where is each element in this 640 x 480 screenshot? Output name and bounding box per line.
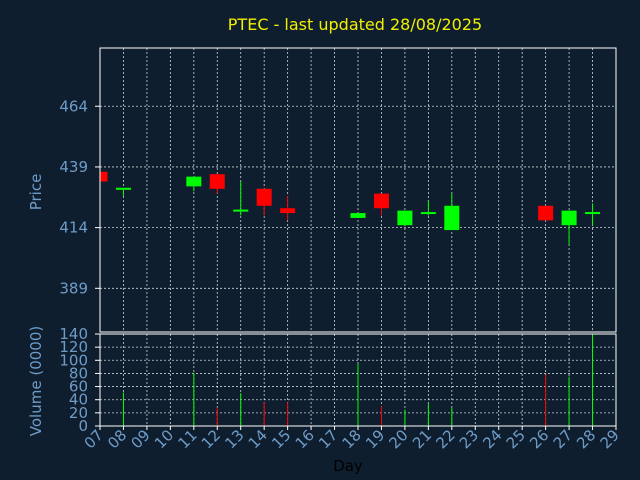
price-tick-label: 464 xyxy=(59,97,88,115)
candle-body xyxy=(397,210,413,226)
day-tick-label: 10 xyxy=(151,426,177,452)
candle-11 xyxy=(186,176,202,192)
candle-20 xyxy=(397,210,413,226)
day-tick-label: 11 xyxy=(174,426,200,452)
candle-body xyxy=(256,188,272,206)
candle-18 xyxy=(350,213,366,218)
candle-body xyxy=(209,174,225,189)
candle-body xyxy=(444,205,460,231)
candle-body xyxy=(561,210,577,226)
day-tick-label: 08 xyxy=(104,426,130,452)
candle-19 xyxy=(373,193,389,216)
day-tick-label: 18 xyxy=(339,426,365,452)
candle-26 xyxy=(538,205,554,221)
candle-28 xyxy=(585,203,601,226)
volume-tick-label: 60 xyxy=(69,378,88,396)
candle-body xyxy=(280,208,296,214)
candle-14 xyxy=(256,188,272,216)
day-tick-label: 27 xyxy=(550,426,576,452)
day-tick-label: 17 xyxy=(315,426,341,452)
volume-tick-label: 120 xyxy=(59,338,88,356)
price-tick-labels: 389 414 439 464 xyxy=(59,97,100,297)
price-tick-label: 389 xyxy=(59,279,88,297)
volume-tick-label: 80 xyxy=(69,364,88,382)
price-gridlines xyxy=(99,48,617,332)
day-tick-label: 14 xyxy=(245,426,271,452)
volume-tick-label: 40 xyxy=(69,391,88,409)
candle-body xyxy=(538,205,554,221)
volume-tick-label: 0 xyxy=(78,417,88,435)
day-tick-label: 13 xyxy=(221,426,247,452)
volume-tick-label: 140 xyxy=(59,325,88,343)
candle-body xyxy=(186,176,202,187)
price-panel-frame xyxy=(99,47,617,333)
candle-21 xyxy=(420,200,436,216)
day-tick-label: 26 xyxy=(526,426,552,452)
day-tick-label: 25 xyxy=(503,426,529,452)
price-axis-label: Price xyxy=(27,174,45,211)
day-tick-label: 12 xyxy=(198,426,224,452)
candlesticks xyxy=(99,171,601,245)
day-tick-label: 29 xyxy=(597,426,623,452)
volume-axis-label: Volume (0000) xyxy=(27,326,45,436)
candle-07 xyxy=(99,171,108,182)
candle-body xyxy=(373,193,389,209)
candle-body xyxy=(350,213,366,218)
price-tick-label: 439 xyxy=(59,158,88,176)
day-tick-label: 24 xyxy=(479,426,505,452)
price-tick-label: 414 xyxy=(59,219,88,237)
day-tick-label: 20 xyxy=(386,426,412,452)
candle-15 xyxy=(280,196,296,221)
day-tick-label: 23 xyxy=(456,426,482,452)
day-tick-label: 28 xyxy=(573,426,599,452)
candle-body xyxy=(100,171,108,182)
day-tick-label: 09 xyxy=(128,426,154,452)
day-tick-label: 15 xyxy=(268,426,294,452)
volume-panel-frame xyxy=(99,333,617,427)
day-tick-labels: 0708091011121314151617181920212223242526… xyxy=(81,426,623,452)
day-axis-label: Day xyxy=(333,457,363,475)
candle-13 xyxy=(233,181,249,216)
day-tick-label: 19 xyxy=(362,426,388,452)
day-tick-label: 22 xyxy=(432,426,458,452)
candle-08 xyxy=(115,187,131,197)
day-tick-label: 16 xyxy=(292,426,318,452)
candle-12 xyxy=(209,174,225,194)
candle-27 xyxy=(561,210,577,245)
chart-title: PTEC - last updated 28/08/2025 xyxy=(228,15,482,34)
volume-tick-label: 20 xyxy=(69,404,88,422)
volume-bars xyxy=(122,334,594,426)
candle-22 xyxy=(444,193,460,231)
volume-tick-label: 100 xyxy=(59,351,88,369)
day-tick-label: 21 xyxy=(409,426,435,452)
